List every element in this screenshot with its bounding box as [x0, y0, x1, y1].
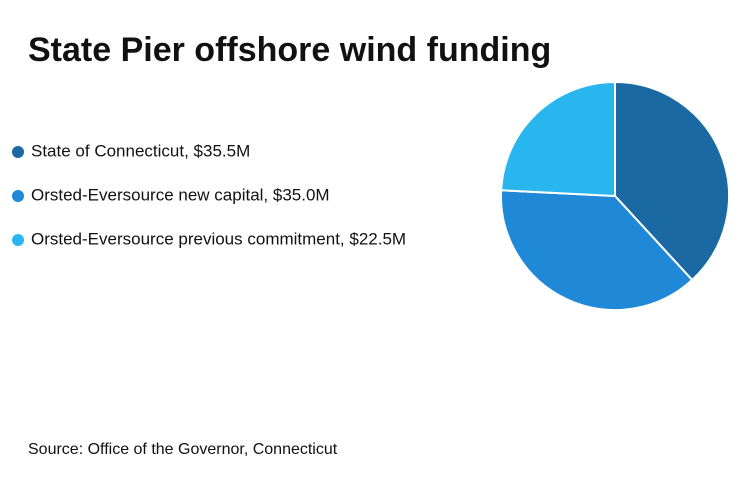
legend-marker [12, 234, 24, 246]
legend-marker [12, 146, 24, 158]
source: Source: Office of the Governor, Connecti… [28, 441, 338, 458]
legend-marker [12, 190, 24, 202]
pie-slice [500, 189, 694, 311]
chart-title: State Pier offshore wind funding [28, 31, 551, 69]
legend-label: State of Connecticut, $35.5M [31, 141, 250, 160]
pie-slice [614, 80, 730, 282]
pie-slice [500, 80, 616, 198]
legend-label: Orsted-Eversource new capital, $35.0M [31, 185, 330, 204]
legend-label: Orsted-Eversource previous commitment, $… [31, 229, 406, 248]
